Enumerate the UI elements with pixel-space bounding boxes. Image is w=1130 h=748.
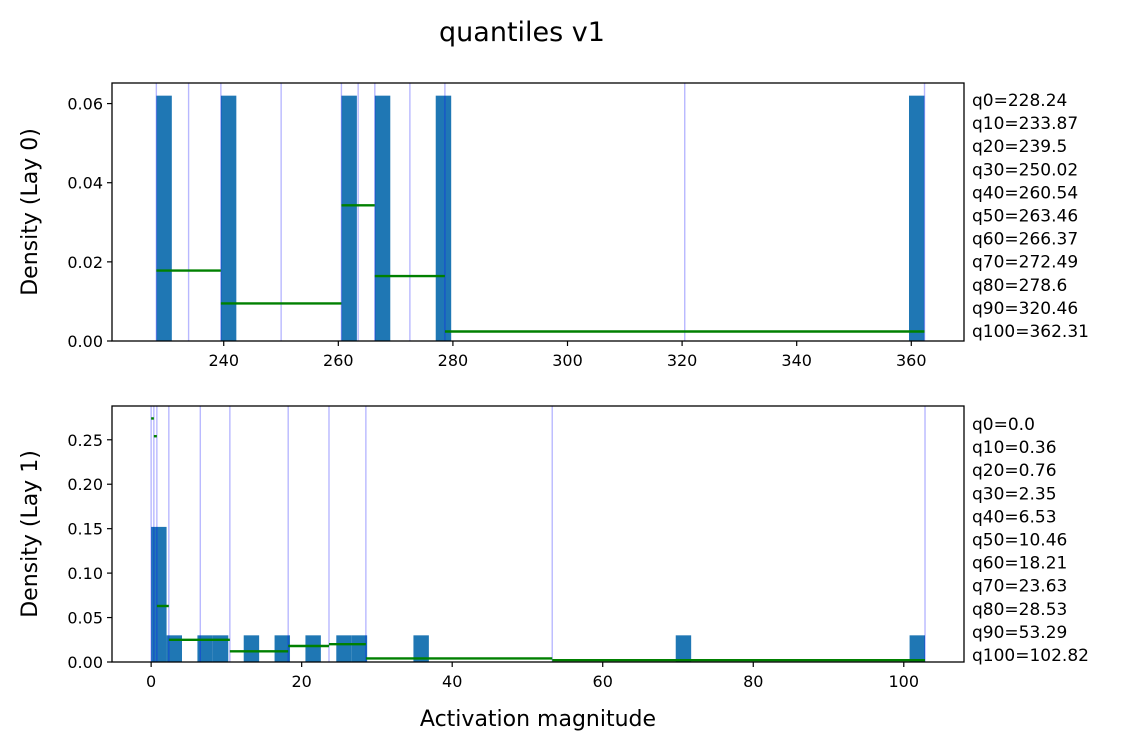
top-x-tick-label-4: 320 <box>667 351 698 370</box>
top-hist-bar-1 <box>220 95 237 342</box>
top-y-axis-label: Density (Lay 0) <box>18 128 43 296</box>
bottom-quantile-label-6: q60=18.21 <box>972 554 1067 574</box>
bottom-hist-bar-9 <box>413 635 429 662</box>
top-x-tick-label-2: 280 <box>438 351 469 370</box>
top-y-tick-label-1: 0.02 <box>67 253 103 272</box>
top-x-tick-label-6: 360 <box>896 351 927 370</box>
bottom-y-tick-label-1: 0.05 <box>67 609 103 628</box>
bottom-hist-bar-1 <box>166 635 182 662</box>
bottom-x-tick-label-1: 20 <box>291 672 311 691</box>
bottom-y-ticks: 0.00 0.05 0.10 0.15 0.20 0.25 <box>67 431 112 672</box>
top-quantile-label-3: q30=250.02 <box>972 160 1078 180</box>
bottom-hist-bar-11 <box>909 635 926 662</box>
bottom-panel: 0 20 40 60 80 100 0.00 0.05 0.10 0.15 0.20 0.25 De… <box>18 405 1089 732</box>
bottom-quantile-lines <box>150 406 926 662</box>
top-quantile-label-0: q0=228.24 <box>972 91 1067 111</box>
top-y-tick-label-2: 0.04 <box>67 174 103 193</box>
top-quantile-label-9: q90=320.46 <box>972 299 1078 319</box>
bottom-plot-frame <box>111 405 965 663</box>
bottom-bars <box>151 526 926 662</box>
bottom-hist-bar-7 <box>336 635 352 662</box>
top-panel: 240 260 280 300 320 340 360 0.00 0.02 0.04 0.06 D… <box>18 82 1089 370</box>
top-x-tick-label-5: 340 <box>781 351 812 370</box>
bottom-hist-bar-5 <box>274 635 291 662</box>
bottom-quantile-label-5: q50=10.46 <box>972 531 1067 551</box>
bottom-hist-bar-2 <box>197 635 213 662</box>
bottom-quantile-label-8: q80=28.53 <box>972 600 1067 620</box>
bottom-quantile-label-3: q30=2.35 <box>972 484 1057 504</box>
bottom-quantile-label-1: q10=0.36 <box>972 438 1057 458</box>
top-y-tick-label-3: 0.06 <box>67 95 103 114</box>
bottom-quantile-label-0: q0=0.0 <box>972 415 1035 435</box>
top-quantile-labels: q0=228.24 q10=233.87 q20=239.5 q30=250.02 q4… <box>972 91 1089 342</box>
figure-title: quantiles v1 <box>439 17 605 48</box>
top-hist-bar-0 <box>156 95 172 342</box>
top-quantile-label-5: q50=263.46 <box>972 207 1078 227</box>
bottom-hist-bar-0 <box>151 526 167 662</box>
top-quantile-lines <box>155 83 926 341</box>
top-hist-bar-4 <box>435 95 452 342</box>
top-x-ticks: 240 260 280 300 320 340 360 <box>208 341 927 370</box>
bottom-x-tick-label-4: 80 <box>743 672 763 691</box>
bottom-x-ticks: 0 20 40 60 80 100 <box>146 662 919 691</box>
bottom-hist-bar-3 <box>212 635 229 662</box>
bottom-hist-bar-8 <box>351 635 368 662</box>
bottom-quantile-label-7: q70=23.63 <box>972 577 1067 597</box>
top-quantile-label-6: q60=266.37 <box>972 230 1078 250</box>
bottom-y-tick-label-2: 0.10 <box>67 564 103 583</box>
top-y-ticks: 0.00 0.02 0.04 0.06 <box>67 95 112 351</box>
bottom-hist-bar-4 <box>243 635 260 662</box>
top-x-tick-label-3: 300 <box>552 351 583 370</box>
bottom-hist-bar-10 <box>675 635 692 662</box>
bottom-quantile-label-2: q20=0.76 <box>972 461 1057 481</box>
bottom-x-tick-label-0: 0 <box>146 672 156 691</box>
bottom-y-tick-label-3: 0.15 <box>67 520 103 539</box>
bottom-y-tick-label-5: 0.25 <box>67 431 103 450</box>
top-quantile-label-1: q10=233.87 <box>972 114 1078 134</box>
top-plot-frame <box>111 82 965 342</box>
bottom-hist-bar-6 <box>305 635 321 662</box>
top-quantile-label-10: q100=362.31 <box>972 322 1089 342</box>
bottom-quantile-label-9: q90=53.29 <box>972 623 1067 643</box>
bottom-x-axis-label: Activation magnitude <box>420 707 656 732</box>
top-x-tick-label-1: 260 <box>323 351 354 370</box>
bottom-quantile-label-10: q100=102.82 <box>972 646 1089 666</box>
bottom-y-tick-label-0: 0.00 <box>67 653 103 672</box>
top-x-tick-label-0: 240 <box>208 351 239 370</box>
bottom-y-axis-label: Density (Lay 1) <box>18 450 43 618</box>
top-bars <box>156 95 925 342</box>
top-hist-bar-2 <box>341 95 357 342</box>
bottom-quantile-label-4: q40=6.53 <box>972 507 1057 527</box>
top-hist-bar-3 <box>374 95 391 342</box>
bottom-x-tick-label-3: 60 <box>593 672 613 691</box>
bottom-x-tick-label-5: 100 <box>889 672 920 691</box>
top-hist-bar-5 <box>908 95 925 342</box>
top-quantile-label-7: q70=272.49 <box>972 253 1078 273</box>
top-segments <box>156 204 925 333</box>
top-quantile-label-4: q40=260.54 <box>972 183 1078 203</box>
bottom-segments <box>151 417 926 662</box>
top-y-tick-label-0: 0.00 <box>67 332 103 351</box>
top-quantile-label-8: q80=278.6 <box>972 276 1067 296</box>
bottom-quantile-labels: q0=0.0 q10=0.36 q20=0.76 q30=2.35 q40=6.53 q5… <box>972 415 1089 666</box>
top-quantile-label-2: q20=239.5 <box>972 137 1067 157</box>
bottom-x-tick-label-2: 40 <box>442 672 462 691</box>
bottom-y-tick-label-4: 0.20 <box>67 475 103 494</box>
